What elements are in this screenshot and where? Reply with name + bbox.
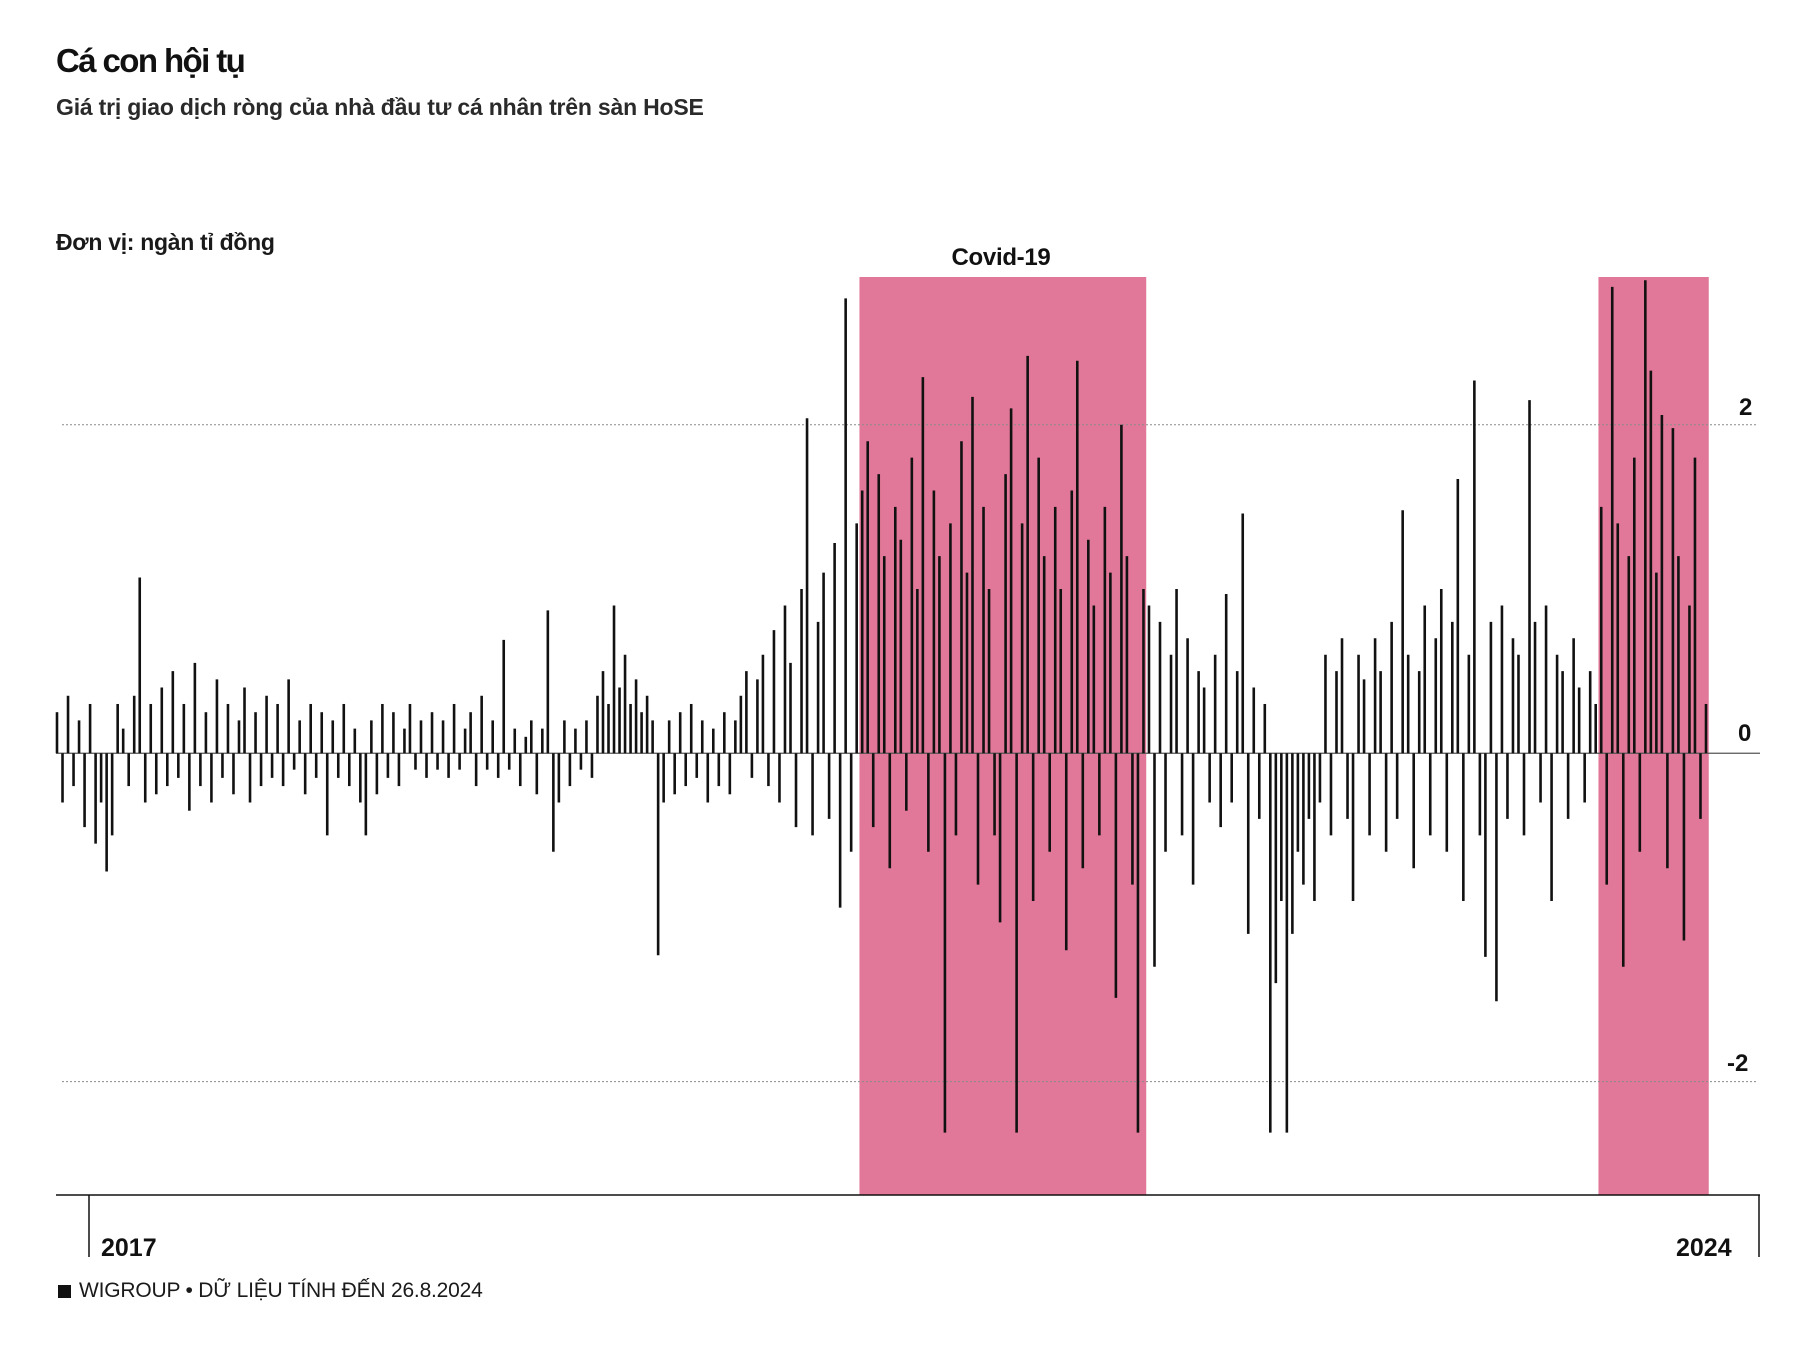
highlight-band <box>1598 277 1709 1195</box>
source-note: WIGROUP • DỮ LIỆU TÍNH ĐẾN 26.8.2024 <box>58 1279 483 1303</box>
highlight-bands <box>859 277 1709 1195</box>
y-tick-label: 0 <box>1738 720 1752 747</box>
covid-highlight-label: Covid-19 <box>951 244 1051 271</box>
x-axis <box>56 1194 1760 1257</box>
source-text: WIGROUP • DỮ LIỆU TÍNH ĐẾN 26.8.2024 <box>79 1279 483 1302</box>
data-bars <box>55 280 1708 1133</box>
y-tick-label: 2 <box>1739 394 1753 421</box>
x-tick-label: 2017 <box>101 1234 157 1262</box>
chart-title: Cá con hội tụ <box>56 42 246 79</box>
unit-label: Đơn vị: ngàn tỉ đồng <box>56 229 275 255</box>
y-tick-label: -2 <box>1727 1050 1749 1077</box>
x-tick-label: 2024 <box>1676 1234 1732 1262</box>
chart-subtitle: Giá trị giao dịch ròng của nhà đầu tư cá… <box>56 94 704 120</box>
covid-highlight-band <box>859 277 1147 1195</box>
source-square-icon <box>58 1284 71 1298</box>
